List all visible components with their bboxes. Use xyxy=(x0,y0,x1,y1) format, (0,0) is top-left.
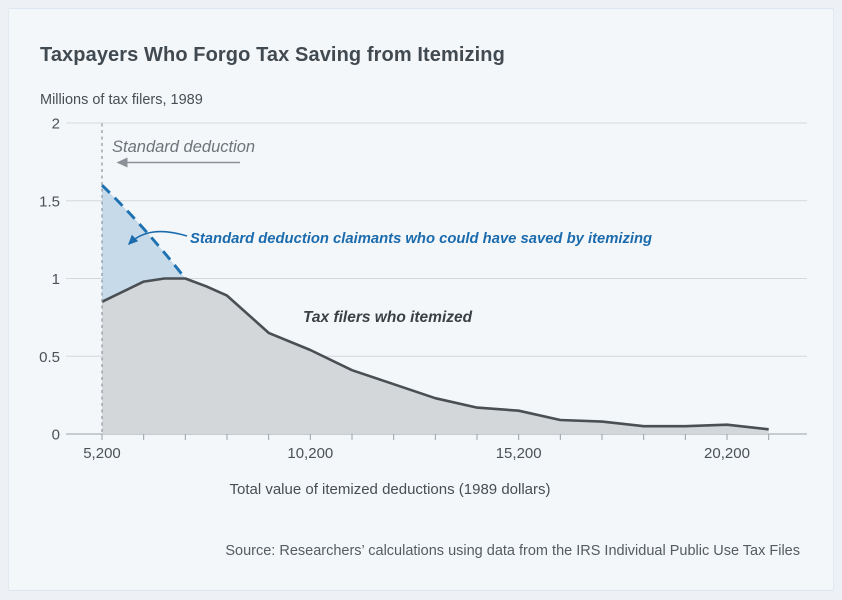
y-axis-title: Millions of tax filers, 1989 xyxy=(40,92,203,108)
source-note: Source: Researchers’ calculations using … xyxy=(225,543,800,559)
page-title: Taxpayers Who Forgo Tax Saving from Item… xyxy=(40,44,505,67)
x-axis-title: Total value of itemized deductions (1989… xyxy=(229,481,551,498)
